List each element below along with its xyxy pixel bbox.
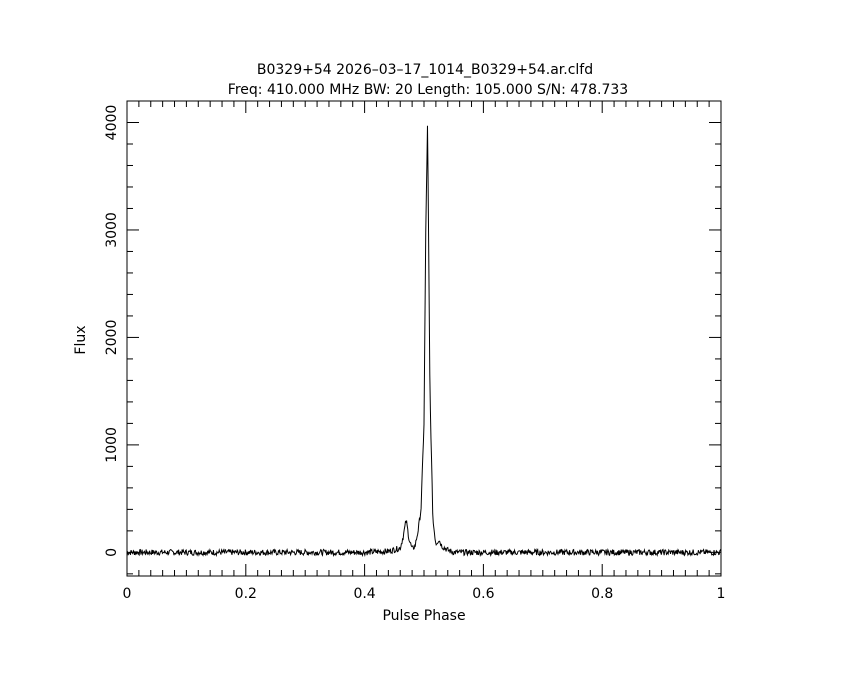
x-axis-label: Pulse Phase xyxy=(382,608,465,624)
chart-title: B0329+54 2026–03–17_1014_B0329+54.ar.clf… xyxy=(257,62,593,78)
chart-subtitle: Freq: 410.000 MHz BW: 20 Length: 105.000… xyxy=(228,82,628,98)
x-tick-label: 0.6 xyxy=(472,586,494,602)
x-tick-label: 0.8 xyxy=(591,586,613,602)
y-tick-label: 0 xyxy=(104,548,120,557)
y-axis-label: Flux xyxy=(73,325,89,354)
x-tick-label: 0.4 xyxy=(353,586,375,602)
y-tick-label: 3000 xyxy=(104,212,120,248)
y-tick-label: 1000 xyxy=(104,427,120,463)
x-axis: 0 0.2 0.4 0.6 0.8 1 xyxy=(123,101,726,602)
y-axis: 0 1000 2000 3000 4000 xyxy=(104,100,721,575)
x-tick-label: 1 xyxy=(717,586,726,602)
x-tick-label: 0 xyxy=(123,586,132,602)
y-tick-label: 2000 xyxy=(104,320,120,356)
pulse-profile-line xyxy=(126,125,722,558)
plot-frame xyxy=(126,100,722,577)
y-tick-label: 4000 xyxy=(104,105,120,141)
x-tick-label: 0.2 xyxy=(235,586,257,602)
